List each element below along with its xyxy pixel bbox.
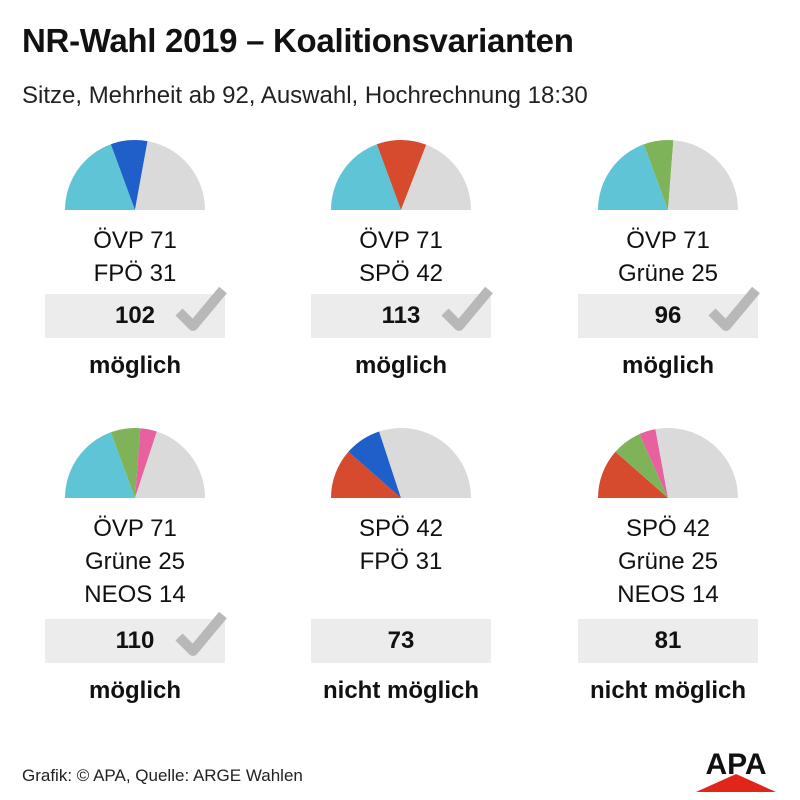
- majority-status: möglich: [354, 352, 447, 379]
- seat-segment-övp: [65, 432, 135, 498]
- logo-red-triangle: [696, 774, 776, 792]
- party-seat-label: Grüne 25: [617, 260, 719, 287]
- party-seat-label: ÖVP 71: [359, 227, 443, 254]
- seat-semicircle: [598, 140, 738, 210]
- seat-segment-remaining: [135, 431, 205, 498]
- seat-segment-spö: [376, 139, 427, 210]
- checkmark-icon: [175, 611, 227, 656]
- seat-segment-remaining: [379, 427, 471, 498]
- coalition-panel: SPÖ 42 Grüne 25 NEOS 14 81 nicht möglich: [578, 427, 758, 728]
- seat-sum-value: 81: [654, 627, 682, 654]
- party-seat-label: ÖVP 71: [93, 515, 177, 542]
- majority-status: nicht möglich: [590, 677, 746, 704]
- seat-semicircle: [65, 428, 205, 498]
- party-seat-label: ÖVP 71: [93, 227, 177, 254]
- seat-sum-value: 102: [114, 302, 156, 329]
- checkmark-icon: [441, 286, 493, 331]
- party-seat-label: SPÖ 42: [625, 515, 711, 542]
- seat-segment-grüne: [615, 434, 668, 498]
- seat-sum-box: 73: [311, 619, 491, 663]
- coalition-panel: ÖVP 71 Grüne 25 NEOS 14 110 möglich: [45, 428, 227, 728]
- seat-sum-value: 110: [115, 627, 155, 654]
- party-seat-label: Grüne 25: [84, 548, 186, 575]
- seat-segment-grüne: [110, 428, 141, 498]
- seat-sum-value: 96: [654, 302, 682, 329]
- seat-segment-övp: [65, 144, 135, 210]
- seat-segment-spö: [331, 451, 401, 498]
- seat-segment-remaining: [401, 144, 471, 210]
- seat-semicircle: [598, 427, 738, 498]
- seat-segment-neos: [639, 429, 668, 498]
- party-seat-label: FPÖ 31: [359, 548, 443, 575]
- seat-segment-remaining: [655, 427, 738, 498]
- party-seat-list: SPÖ 42 Grüne 25 NEOS 14: [578, 512, 758, 611]
- seat-sum-value: 113: [381, 302, 421, 329]
- party-seat-label: SPÖ 42: [358, 515, 444, 542]
- chart-title: NR-Wahl 2019 – Koalitionsvarianten: [22, 22, 574, 59]
- party-seat-list: ÖVP 71 Grüne 25: [578, 224, 758, 290]
- seat-semicircle: [331, 139, 471, 210]
- checkmark-icon: [708, 286, 760, 331]
- seat-segment-fpö: [348, 431, 401, 498]
- majority-status: nicht möglich: [323, 677, 479, 704]
- majority-status: möglich: [88, 352, 181, 379]
- seat-sum-box: 110: [45, 611, 227, 663]
- seat-segment-övp: [331, 144, 401, 210]
- party-seat-label: SPÖ 42: [358, 260, 444, 287]
- party-seat-list: ÖVP 71 FPÖ 31: [45, 224, 225, 290]
- seat-semicircle: [331, 427, 471, 498]
- coalition-panel: SPÖ 42 FPÖ 31 73 nicht möglich: [311, 427, 491, 728]
- source-footer: Grafik: © APA, Quelle: ARGE Wahlen: [22, 766, 303, 785]
- seat-sum-box: 102: [45, 286, 227, 338]
- seat-sum-box: 113: [311, 286, 493, 338]
- coalition-panel: ÖVP 71 Grüne 25 96 möglich: [578, 140, 760, 440]
- party-seat-label: ÖVP 71: [626, 227, 710, 254]
- seat-segment-spö: [598, 451, 668, 498]
- seat-sum-value: 73: [387, 627, 415, 654]
- seat-sum-box: 96: [578, 286, 760, 338]
- seat-segment-fpö: [110, 139, 148, 210]
- chart-subtitle: Sitze, Mehrheit ab 92, Auswahl, Hochrech…: [22, 82, 588, 109]
- party-seat-list: ÖVP 71 Grüne 25 NEOS 14: [45, 512, 225, 611]
- seat-segment-remaining: [668, 140, 738, 210]
- checkmark-icon: [175, 286, 227, 331]
- party-seat-list: ÖVP 71 SPÖ 42: [311, 224, 491, 290]
- majority-status: möglich: [621, 352, 714, 379]
- seat-sum-box: 81: [578, 619, 758, 663]
- seat-segment-grüne: [643, 140, 674, 210]
- party-seat-label: FPÖ 31: [93, 260, 177, 287]
- seat-semicircle: [65, 139, 205, 210]
- party-seat-label: Grüne 25: [617, 548, 719, 575]
- party-seat-label: NEOS 14: [84, 581, 186, 608]
- seat-segment-övp: [598, 144, 668, 210]
- seat-segment-remaining: [135, 141, 205, 210]
- party-seat-label: NEOS 14: [617, 581, 719, 608]
- coalition-panel: ÖVP 71 SPÖ 42 113 möglich: [311, 139, 493, 440]
- seat-segment-neos: [135, 428, 157, 498]
- coalition-panel: ÖVP 71 FPÖ 31 102 möglich: [45, 139, 227, 440]
- apa-logo: APA: [696, 748, 776, 792]
- party-seat-list: SPÖ 42 FPÖ 31: [311, 512, 491, 578]
- majority-status: möglich: [88, 677, 181, 704]
